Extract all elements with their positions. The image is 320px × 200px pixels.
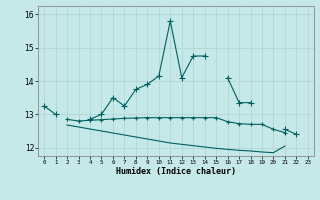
X-axis label: Humidex (Indice chaleur): Humidex (Indice chaleur) [116,167,236,176]
